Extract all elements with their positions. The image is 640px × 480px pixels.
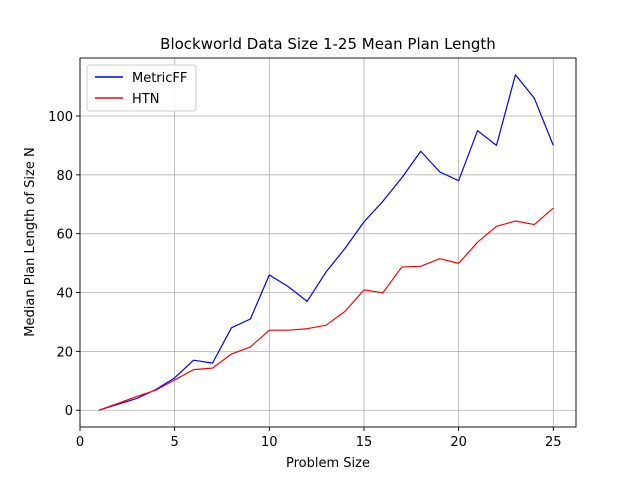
x-tick-label: 20: [450, 435, 467, 450]
y-tick-label: 40: [56, 287, 73, 302]
chart-title: Blockworld Data Size 1-25 Mean Plan Leng…: [160, 35, 496, 53]
legend-label-htn: HTN: [132, 92, 159, 107]
plot-area: [80, 58, 576, 427]
y-axis-title: Median Plan Length of Size N: [23, 147, 38, 336]
series-line-htn: [98, 207, 554, 411]
x-tick-label: 5: [171, 435, 179, 450]
y-tick-label: 0: [65, 404, 73, 419]
legend-label-metricff: MetricFF: [132, 71, 187, 86]
x-tick-label: 10: [261, 435, 278, 450]
plot-frame: [79, 57, 577, 428]
y-tick-label: 80: [56, 169, 73, 184]
y-tick-label: 20: [56, 345, 73, 360]
x-axis-title: Problem Size: [286, 456, 370, 471]
x-tick-label: 25: [545, 435, 562, 450]
y-tick-label: 60: [56, 228, 73, 243]
series-line-metricff: [98, 74, 554, 411]
x-tick-label: 15: [356, 435, 373, 450]
y-tick-label: 100: [48, 110, 73, 125]
legend: MetricFF HTN: [86, 64, 197, 112]
x-tick-label: 0: [76, 435, 84, 450]
